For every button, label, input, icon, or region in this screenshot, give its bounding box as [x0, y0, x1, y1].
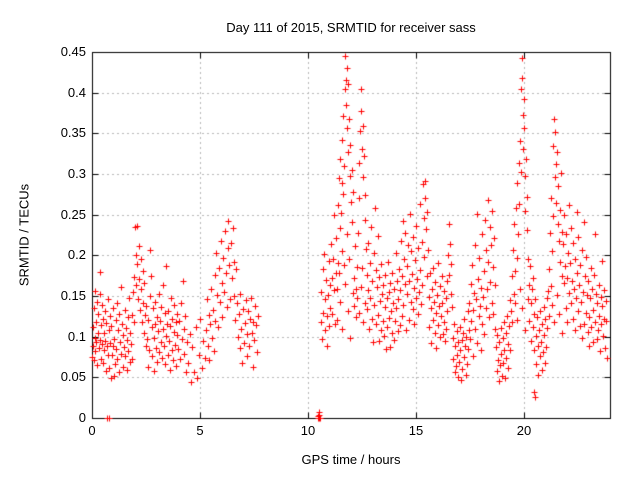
- y-tick-label: 0.3: [67, 166, 86, 181]
- y-tick-label: 0.05: [60, 369, 86, 384]
- y-tick-label: 0.1: [67, 329, 86, 344]
- x-tick-label: 0: [88, 423, 96, 438]
- y-tick-label: 0.25: [60, 207, 86, 222]
- x-tick-label: 20: [516, 423, 532, 438]
- y-tick-label: 0.4: [67, 85, 86, 100]
- x-tick-label: 15: [408, 423, 424, 438]
- y-axis-label: SRMTID / TECUs: [16, 183, 32, 287]
- x-tick-label: 5: [196, 423, 204, 438]
- y-tick-label: 0.2: [67, 247, 86, 262]
- y-tick-label: 0: [78, 410, 86, 425]
- y-tick-label: 0.45: [60, 44, 86, 59]
- x-tick-label: 10: [300, 423, 316, 438]
- y-tick-label: 0.15: [60, 288, 86, 303]
- chart-title: Day 111 of 2015, SRMTID for receiver sas…: [226, 20, 476, 35]
- x-axis-label: GPS time / hours: [301, 452, 401, 467]
- y-tick-label: 0.35: [60, 125, 86, 140]
